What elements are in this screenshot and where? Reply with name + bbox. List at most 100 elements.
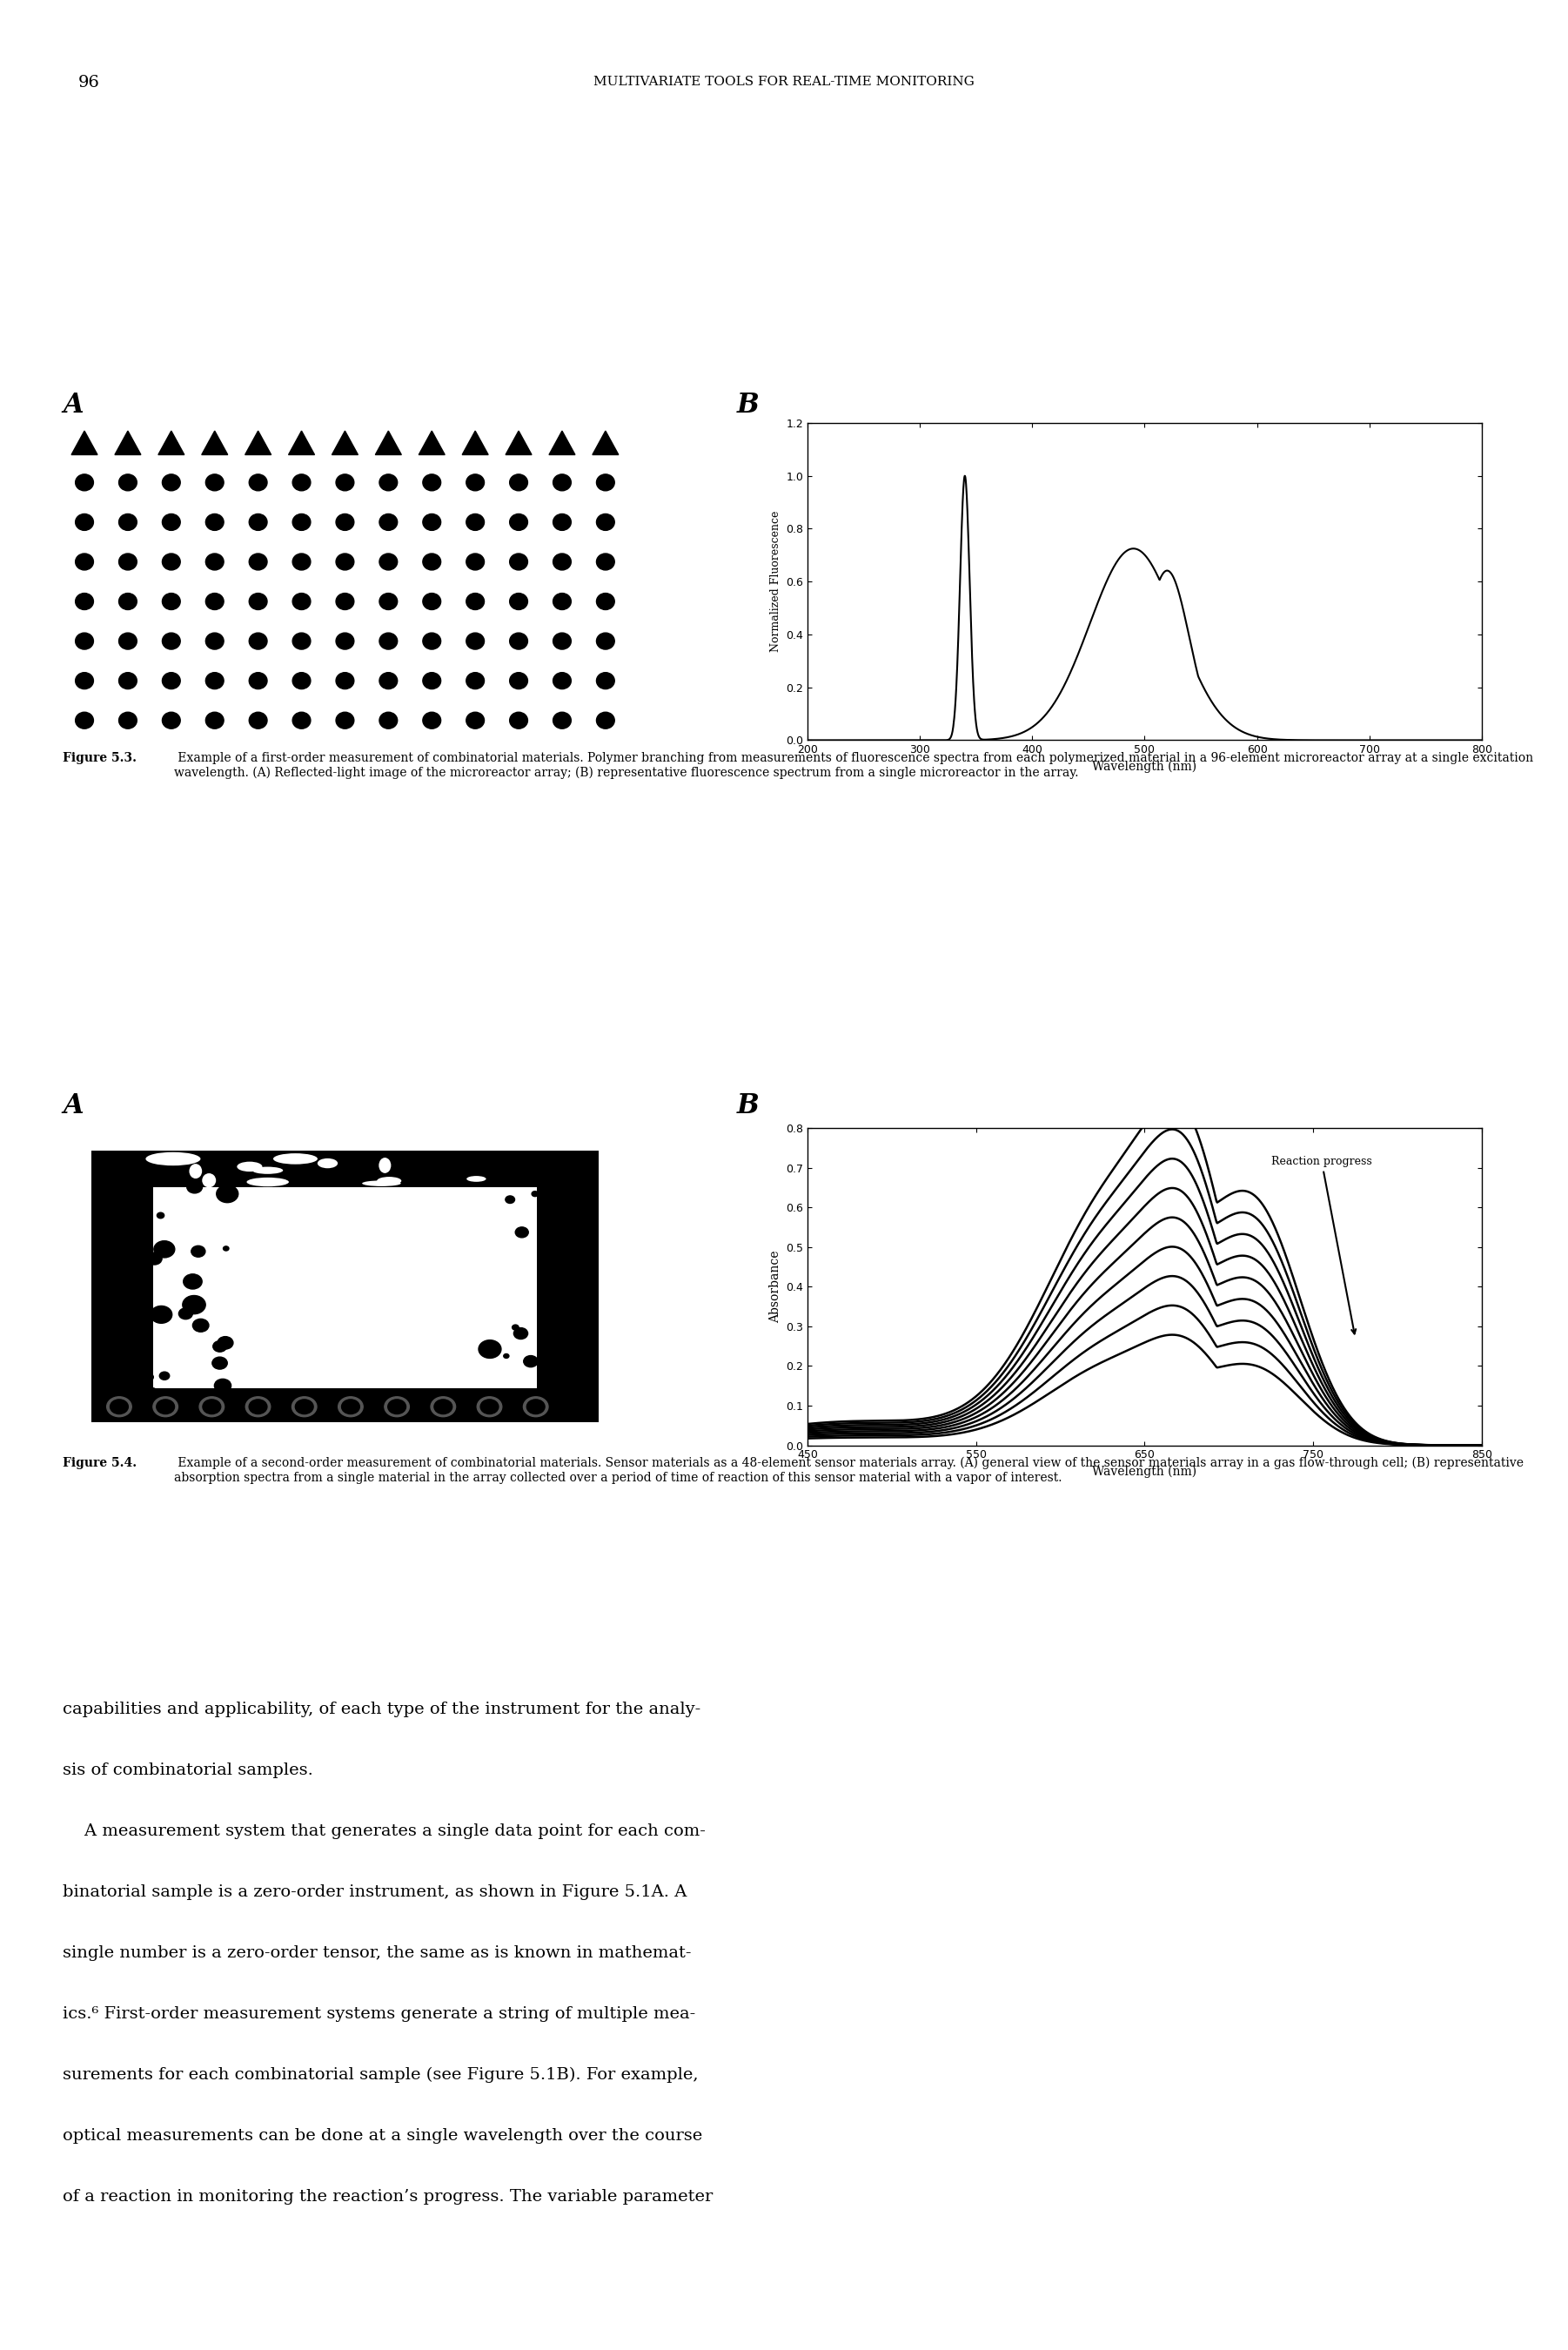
Y-axis label: Normalized Fluorescence: Normalized Fluorescence	[770, 510, 781, 653]
Circle shape	[466, 475, 485, 491]
Circle shape	[284, 665, 318, 696]
Text: 96: 96	[78, 75, 100, 89]
Circle shape	[198, 545, 232, 578]
Circle shape	[510, 475, 528, 491]
Circle shape	[215, 1379, 230, 1394]
Circle shape	[249, 475, 267, 491]
Circle shape	[75, 515, 94, 531]
Circle shape	[284, 468, 318, 498]
Ellipse shape	[190, 1163, 202, 1180]
Circle shape	[379, 672, 397, 689]
Circle shape	[477, 1396, 502, 1417]
Circle shape	[162, 515, 180, 531]
Bar	[91, 1152, 154, 1422]
Circle shape	[205, 632, 224, 649]
Circle shape	[193, 1318, 209, 1332]
Circle shape	[191, 1246, 205, 1257]
Ellipse shape	[237, 1161, 262, 1173]
Circle shape	[502, 545, 536, 578]
Circle shape	[466, 555, 485, 571]
Circle shape	[339, 1396, 364, 1417]
Circle shape	[107, 1396, 132, 1417]
Circle shape	[372, 625, 406, 658]
Circle shape	[328, 625, 362, 658]
Text: Example of a first-order measurement of combinatorial materials. Polymer branchi: Example of a first-order measurement of …	[174, 752, 1534, 778]
Circle shape	[458, 468, 492, 498]
Circle shape	[336, 632, 354, 649]
Circle shape	[162, 632, 180, 649]
Circle shape	[293, 475, 310, 491]
Polygon shape	[289, 430, 315, 456]
Circle shape	[147, 1253, 162, 1264]
Polygon shape	[593, 430, 618, 456]
Circle shape	[466, 672, 485, 689]
Text: single number is a zero-order tensor, the same as is known in mathemat-: single number is a zero-order tensor, th…	[63, 1946, 691, 1960]
Circle shape	[554, 515, 571, 531]
Circle shape	[198, 585, 232, 618]
Text: Example of a second-order measurement of combinatorial materials. Sensor materia: Example of a second-order measurement of…	[174, 1457, 1524, 1483]
Ellipse shape	[376, 1177, 401, 1184]
Circle shape	[205, 712, 224, 728]
Circle shape	[423, 475, 441, 491]
Circle shape	[423, 555, 441, 571]
Circle shape	[458, 625, 492, 658]
Circle shape	[154, 1241, 174, 1257]
Circle shape	[162, 712, 180, 728]
Circle shape	[110, 625, 146, 658]
Circle shape	[154, 705, 188, 736]
Circle shape	[466, 632, 485, 649]
Circle shape	[510, 515, 528, 531]
Circle shape	[372, 585, 406, 618]
Circle shape	[162, 672, 180, 689]
Circle shape	[154, 585, 188, 618]
Circle shape	[588, 545, 622, 578]
Circle shape	[284, 625, 318, 658]
Circle shape	[119, 632, 136, 649]
Text: sis of combinatorial samples.: sis of combinatorial samples.	[63, 1762, 314, 1779]
Circle shape	[249, 515, 267, 531]
Circle shape	[384, 1396, 409, 1417]
Circle shape	[372, 468, 406, 498]
Circle shape	[75, 632, 94, 649]
Circle shape	[544, 505, 580, 538]
Circle shape	[100, 1222, 113, 1234]
Circle shape	[293, 555, 310, 571]
Circle shape	[179, 1309, 193, 1318]
Text: MULTIVARIATE TOOLS FOR REAL-TIME MONITORING: MULTIVARIATE TOOLS FOR REAL-TIME MONITOR…	[594, 75, 974, 89]
Circle shape	[336, 555, 354, 571]
Circle shape	[596, 632, 615, 649]
Circle shape	[154, 665, 188, 696]
Text: Figure 5.4.: Figure 5.4.	[63, 1457, 136, 1469]
Circle shape	[154, 625, 188, 658]
Text: optical measurements can be done at a single wavelength over the course: optical measurements can be done at a si…	[63, 2127, 702, 2143]
Circle shape	[524, 1356, 538, 1368]
Circle shape	[466, 592, 485, 609]
Circle shape	[75, 475, 94, 491]
Circle shape	[182, 1295, 205, 1314]
Circle shape	[414, 505, 448, 538]
Circle shape	[119, 592, 136, 609]
Text: ics.⁶ First-order measurement systems generate a string of multiple mea-: ics.⁶ First-order measurement systems ge…	[63, 2007, 696, 2021]
Circle shape	[372, 705, 406, 736]
Circle shape	[328, 585, 362, 618]
Ellipse shape	[246, 1177, 289, 1187]
Circle shape	[516, 1227, 528, 1238]
Circle shape	[284, 505, 318, 538]
Text: surements for each combinatorial sample (see Figure 5.1B). For example,: surements for each combinatorial sample …	[63, 2068, 698, 2082]
Y-axis label: Absorbance: Absorbance	[768, 1250, 781, 1323]
Circle shape	[241, 625, 276, 658]
Polygon shape	[375, 430, 401, 456]
Circle shape	[532, 1191, 538, 1196]
Circle shape	[198, 505, 232, 538]
Circle shape	[596, 555, 615, 571]
Circle shape	[328, 468, 362, 498]
Circle shape	[544, 545, 580, 578]
Circle shape	[502, 665, 536, 696]
Circle shape	[588, 468, 622, 498]
Circle shape	[154, 545, 188, 578]
Circle shape	[293, 592, 310, 609]
Polygon shape	[114, 430, 141, 456]
Circle shape	[514, 1328, 528, 1339]
Circle shape	[67, 505, 102, 538]
Circle shape	[67, 468, 102, 498]
